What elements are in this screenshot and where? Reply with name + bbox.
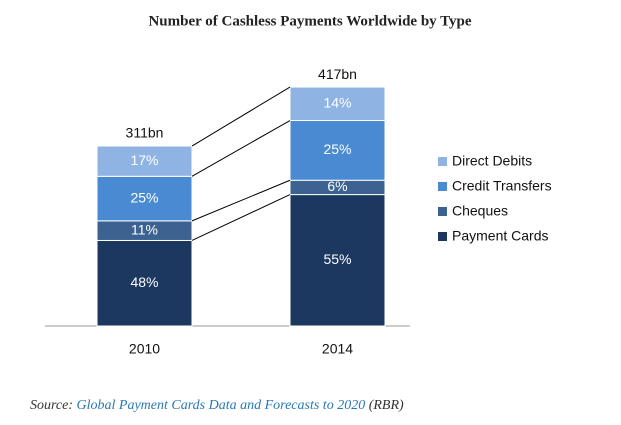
segment-label: 14% [323,94,351,110]
total-label: 417bn [318,66,357,82]
segment-label: 6% [327,178,347,194]
x-tick-label: 2014 [322,341,353,357]
segment-label: 11% [131,221,158,237]
connector-line [191,86,291,147]
bar-segment [289,120,386,181]
x-tick-label: 2010 [129,341,160,357]
legend-label: Direct Debits [452,153,532,169]
chart-title: Number of Cashless Payments Worldwide by… [148,13,471,29]
total-label: 311bn [126,125,164,141]
source-link[interactable]: Global Payment Cards Data and Forecasts … [77,398,366,413]
bar-segment [96,145,193,177]
connector-line [191,179,291,222]
legend-swatch [438,232,447,241]
legend-swatch [438,207,447,216]
legend-swatch [438,182,447,191]
connector-line [191,120,291,177]
legend-label: Cheques [452,203,508,219]
bar-segment [289,86,386,122]
connector-line [191,194,291,241]
segment-label: 25% [130,189,158,205]
bar-segment [96,239,193,327]
segment-label: 17% [130,152,158,168]
segment-label: 55% [323,251,351,267]
legend-label: Credit Transfers [452,178,552,194]
bar-segment [96,175,193,222]
source-suffix: (RBR) [369,398,404,413]
segment-label: 25% [323,141,351,157]
source-note: Source: Global Payment Cards Data and Fo… [30,398,404,413]
legend-swatch [438,157,447,166]
legend-label: Payment Cards [452,228,548,244]
segment-label: 48% [130,274,158,290]
source-label: Source: [30,398,73,413]
bar-segment [289,194,386,327]
